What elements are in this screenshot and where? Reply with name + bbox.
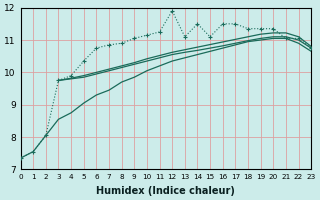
X-axis label: Humidex (Indice chaleur): Humidex (Indice chaleur) [96, 186, 235, 196]
